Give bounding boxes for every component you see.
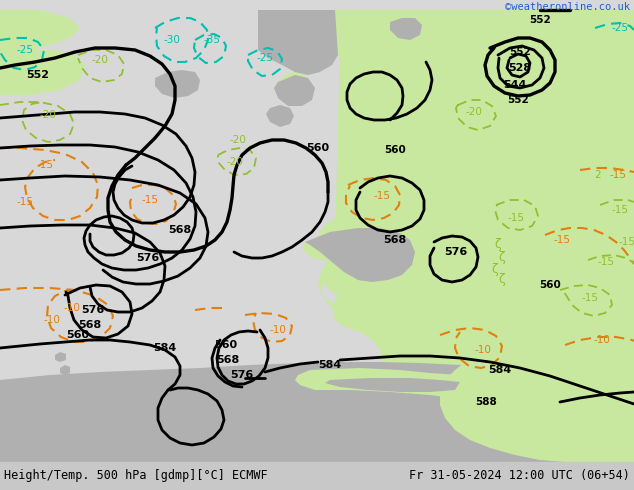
Text: -20: -20 [91, 55, 108, 65]
Polygon shape [0, 50, 85, 95]
Text: 528: 528 [508, 63, 531, 73]
Bar [0, 462, 634, 490]
Polygon shape [315, 55, 634, 338]
Text: -10: -10 [63, 303, 81, 313]
Text: -15: -15 [507, 213, 524, 223]
Text: ζ: ζ [495, 239, 501, 251]
Text: 584: 584 [318, 360, 342, 370]
Text: -15: -15 [612, 205, 628, 215]
Text: 576: 576 [136, 253, 160, 263]
Polygon shape [390, 18, 422, 40]
Polygon shape [258, 10, 338, 75]
Polygon shape [155, 70, 200, 98]
Polygon shape [0, 362, 634, 462]
Text: -10: -10 [593, 335, 611, 345]
Text: 544: 544 [503, 80, 527, 90]
Text: 588: 588 [475, 397, 497, 407]
Text: 2: 2 [595, 170, 601, 180]
Polygon shape [345, 108, 592, 266]
Text: 552: 552 [509, 47, 531, 57]
Text: -20: -20 [39, 110, 56, 120]
Text: -25: -25 [16, 45, 34, 55]
Text: -10: -10 [44, 315, 60, 325]
Text: 560: 560 [384, 145, 406, 155]
Polygon shape [60, 365, 70, 375]
Text: -15: -15 [141, 195, 158, 205]
Text: -10: -10 [475, 345, 491, 355]
Text: -15: -15 [597, 257, 614, 267]
Text: -20: -20 [230, 135, 247, 145]
Text: 560: 560 [214, 340, 238, 350]
Text: -35: -35 [204, 35, 221, 45]
Text: 568: 568 [216, 355, 240, 365]
Text: 568: 568 [169, 225, 191, 235]
Text: -15: -15 [373, 191, 391, 201]
Text: 576: 576 [81, 305, 105, 315]
Text: 568: 568 [79, 320, 101, 330]
Text: Fr 31-05-2024 12:00 UTC (06+54): Fr 31-05-2024 12:00 UTC (06+54) [409, 469, 630, 483]
Text: 552: 552 [27, 70, 49, 80]
Text: -25: -25 [257, 53, 273, 63]
Text: ζ: ζ [498, 273, 505, 287]
Text: -10: -10 [269, 325, 287, 335]
Polygon shape [274, 75, 315, 106]
Text: Height/Temp. 500 hPa [gdmp][°C] ECMWF: Height/Temp. 500 hPa [gdmp][°C] ECMWF [4, 469, 268, 483]
Text: -25: -25 [612, 23, 628, 33]
Text: 584: 584 [153, 343, 177, 353]
Polygon shape [325, 378, 460, 392]
Text: 552: 552 [507, 95, 529, 105]
Polygon shape [425, 228, 634, 462]
Text: 576: 576 [230, 370, 254, 380]
Text: ©weatheronline.co.uk: ©weatheronline.co.uk [505, 2, 630, 12]
Text: -20: -20 [226, 157, 243, 167]
Polygon shape [295, 368, 634, 420]
Polygon shape [278, 72, 310, 98]
Text: 568: 568 [384, 235, 406, 245]
Text: 560: 560 [67, 330, 89, 340]
Text: 576: 576 [444, 247, 468, 257]
Text: -15: -15 [581, 293, 598, 303]
Text: 552: 552 [529, 15, 551, 25]
Polygon shape [266, 105, 294, 127]
Polygon shape [330, 10, 634, 72]
Text: -15: -15 [16, 197, 34, 207]
Text: -15: -15 [37, 160, 53, 170]
Text: 560: 560 [539, 280, 561, 290]
Polygon shape [339, 305, 366, 326]
Text: -15: -15 [609, 170, 626, 180]
Polygon shape [303, 235, 342, 260]
Polygon shape [0, 10, 80, 55]
Polygon shape [305, 228, 415, 282]
Text: ζ: ζ [491, 264, 498, 276]
Text: 584: 584 [488, 365, 512, 375]
Text: -15: -15 [553, 235, 571, 245]
Text: -30: -30 [164, 35, 181, 45]
Polygon shape [335, 10, 634, 130]
Polygon shape [55, 352, 66, 362]
Text: 560: 560 [306, 143, 330, 153]
Text: -15: -15 [619, 237, 634, 247]
Text: -20: -20 [465, 107, 482, 117]
Polygon shape [323, 48, 634, 440]
Text: ζ: ζ [498, 251, 505, 265]
